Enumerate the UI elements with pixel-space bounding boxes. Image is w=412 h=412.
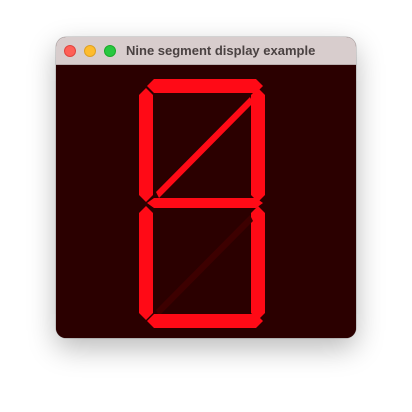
segment-upper-right [251,88,265,202]
segment-lower-diagonal [156,215,253,316]
title-bar[interactable]: Nine segment display example [56,37,356,65]
display-area [56,65,356,338]
segment-upper-left [139,88,153,202]
zoom-button[interactable] [104,45,116,57]
segment-bottom [147,314,263,328]
close-button[interactable] [64,45,76,57]
segment-upper-diagonal [156,97,253,198]
window-title: Nine segment display example [126,43,316,58]
app-window: Nine segment display example [56,37,356,338]
segment-middle [147,198,263,208]
minimize-button[interactable] [84,45,96,57]
segment-lower-left [139,206,153,320]
segment-top [147,79,263,93]
nine-segment-display [139,79,265,328]
segment-lower-right [251,206,265,320]
